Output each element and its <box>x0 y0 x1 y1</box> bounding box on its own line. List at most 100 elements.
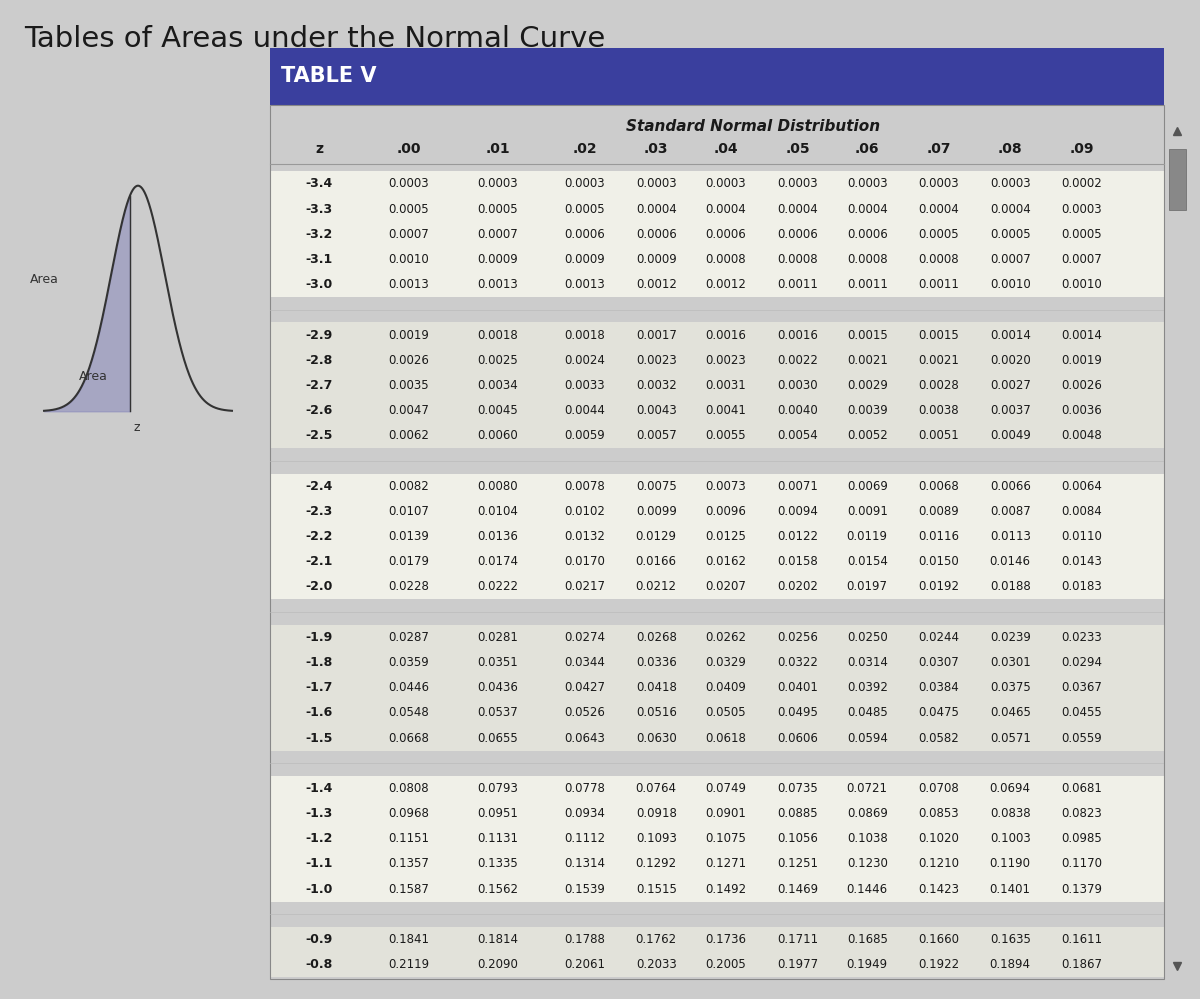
Text: 0.0104: 0.0104 <box>478 504 518 517</box>
Text: 0.0401: 0.0401 <box>778 681 818 694</box>
Text: 0.0003: 0.0003 <box>478 178 518 191</box>
Text: z: z <box>134 421 140 435</box>
Text: 0.0869: 0.0869 <box>847 807 888 820</box>
Text: 0.0146: 0.0146 <box>990 555 1031 568</box>
Text: -2.9: -2.9 <box>306 329 332 342</box>
Text: 0.0019: 0.0019 <box>388 329 430 342</box>
Text: 0.0329: 0.0329 <box>706 656 746 669</box>
Text: 0.0029: 0.0029 <box>847 379 888 392</box>
Bar <box>270 272 1164 298</box>
Text: 0.0038: 0.0038 <box>918 404 959 418</box>
Text: 0.0011: 0.0011 <box>778 278 818 291</box>
Text: 0.0016: 0.0016 <box>706 329 746 342</box>
Text: 0.0018: 0.0018 <box>478 329 518 342</box>
Text: 0.0026: 0.0026 <box>1061 379 1102 392</box>
Text: 0.0041: 0.0041 <box>706 404 746 418</box>
Text: 0.0351: 0.0351 <box>478 656 518 669</box>
Text: 0.0023: 0.0023 <box>636 354 677 367</box>
Text: -2.8: -2.8 <box>306 354 332 367</box>
Text: 0.1003: 0.1003 <box>990 832 1031 845</box>
Text: -2.0: -2.0 <box>306 580 332 593</box>
Text: 0.0643: 0.0643 <box>564 731 605 744</box>
Text: 0.0392: 0.0392 <box>847 681 888 694</box>
Text: 0.1335: 0.1335 <box>478 857 518 870</box>
Text: 0.0009: 0.0009 <box>636 253 677 266</box>
Text: 0.0294: 0.0294 <box>1061 656 1103 669</box>
Text: .05: .05 <box>785 142 810 156</box>
Text: 0.0344: 0.0344 <box>564 656 605 669</box>
Text: .01: .01 <box>486 142 510 156</box>
Text: -1.7: -1.7 <box>306 681 332 694</box>
Text: 0.0045: 0.0045 <box>478 404 518 418</box>
Text: 0.1020: 0.1020 <box>918 832 959 845</box>
Text: 0.0436: 0.0436 <box>478 681 518 694</box>
Text: 0.1056: 0.1056 <box>778 832 818 845</box>
Text: 0.0062: 0.0062 <box>388 430 430 443</box>
Text: 0.0018: 0.0018 <box>564 329 605 342</box>
Text: 0.1251: 0.1251 <box>776 857 818 870</box>
Text: 0.0082: 0.0082 <box>388 480 428 493</box>
Text: 0.0006: 0.0006 <box>847 228 888 241</box>
Text: 0.0039: 0.0039 <box>847 404 888 418</box>
Text: 0.0409: 0.0409 <box>706 681 746 694</box>
Text: 0.0002: 0.0002 <box>1061 178 1102 191</box>
Text: 0.0009: 0.0009 <box>478 253 518 266</box>
Text: 0.0059: 0.0059 <box>564 430 605 443</box>
Text: 0.0823: 0.0823 <box>1061 807 1102 820</box>
Text: 0.0024: 0.0024 <box>564 354 605 367</box>
Text: 0.0010: 0.0010 <box>990 278 1031 291</box>
Text: 0.0838: 0.0838 <box>990 807 1031 820</box>
Text: 0.0087: 0.0087 <box>990 504 1031 517</box>
Text: -3.3: -3.3 <box>306 203 332 216</box>
Text: 0.1635: 0.1635 <box>990 933 1031 946</box>
Bar <box>270 323 1164 348</box>
Text: 0.0154: 0.0154 <box>847 555 888 568</box>
Text: 0.0183: 0.0183 <box>1061 580 1102 593</box>
Text: 0.2005: 0.2005 <box>706 958 746 971</box>
Text: 0.0110: 0.0110 <box>1061 530 1102 543</box>
Text: 0.1190: 0.1190 <box>990 857 1031 870</box>
Text: -3.1: -3.1 <box>306 253 332 266</box>
Text: 0.0113: 0.0113 <box>990 530 1031 543</box>
Text: 0.1841: 0.1841 <box>388 933 430 946</box>
Text: 0.0256: 0.0256 <box>778 630 818 643</box>
Text: 0.0089: 0.0089 <box>918 504 959 517</box>
Bar <box>1169 149 1186 210</box>
Text: 0.0853: 0.0853 <box>918 807 959 820</box>
Bar <box>270 776 1164 801</box>
Text: 0.1170: 0.1170 <box>1061 857 1103 870</box>
Text: 0.0485: 0.0485 <box>847 706 888 719</box>
Text: 0.0250: 0.0250 <box>847 630 888 643</box>
Text: 0.0012: 0.0012 <box>706 278 746 291</box>
Text: 0.0014: 0.0014 <box>1061 329 1102 342</box>
Text: 0.0418: 0.0418 <box>636 681 677 694</box>
Text: 0.0808: 0.0808 <box>389 782 428 795</box>
Text: 0.0212: 0.0212 <box>636 580 677 593</box>
Text: 0.0618: 0.0618 <box>706 731 746 744</box>
Text: 0.0207: 0.0207 <box>706 580 746 593</box>
Text: 0.1112: 0.1112 <box>564 832 605 845</box>
Text: 0.2090: 0.2090 <box>478 958 518 971</box>
Text: 0.0013: 0.0013 <box>388 278 428 291</box>
Text: 0.0040: 0.0040 <box>778 404 818 418</box>
Text: 0.0080: 0.0080 <box>478 480 518 493</box>
Text: 0.0003: 0.0003 <box>389 178 428 191</box>
Text: 0.0009: 0.0009 <box>564 253 605 266</box>
Text: 0.1711: 0.1711 <box>776 933 818 946</box>
Text: 0.0019: 0.0019 <box>1061 354 1102 367</box>
Text: 0.1894: 0.1894 <box>990 958 1031 971</box>
Text: 0.0228: 0.0228 <box>388 580 430 593</box>
Text: 0.0548: 0.0548 <box>388 706 428 719</box>
Text: 0.0606: 0.0606 <box>778 731 818 744</box>
Text: 0.0033: 0.0033 <box>564 379 605 392</box>
Text: 0.0708: 0.0708 <box>918 782 959 795</box>
Text: 0.0582: 0.0582 <box>918 731 959 744</box>
Text: .06: .06 <box>854 142 880 156</box>
Text: 0.1814: 0.1814 <box>478 933 518 946</box>
Text: 0.0465: 0.0465 <box>990 706 1031 719</box>
Text: 0.0099: 0.0099 <box>636 504 677 517</box>
Text: 0.0455: 0.0455 <box>1061 706 1102 719</box>
Text: -2.1: -2.1 <box>306 555 332 568</box>
Text: 0.0179: 0.0179 <box>388 555 430 568</box>
Text: 0.0044: 0.0044 <box>564 404 605 418</box>
